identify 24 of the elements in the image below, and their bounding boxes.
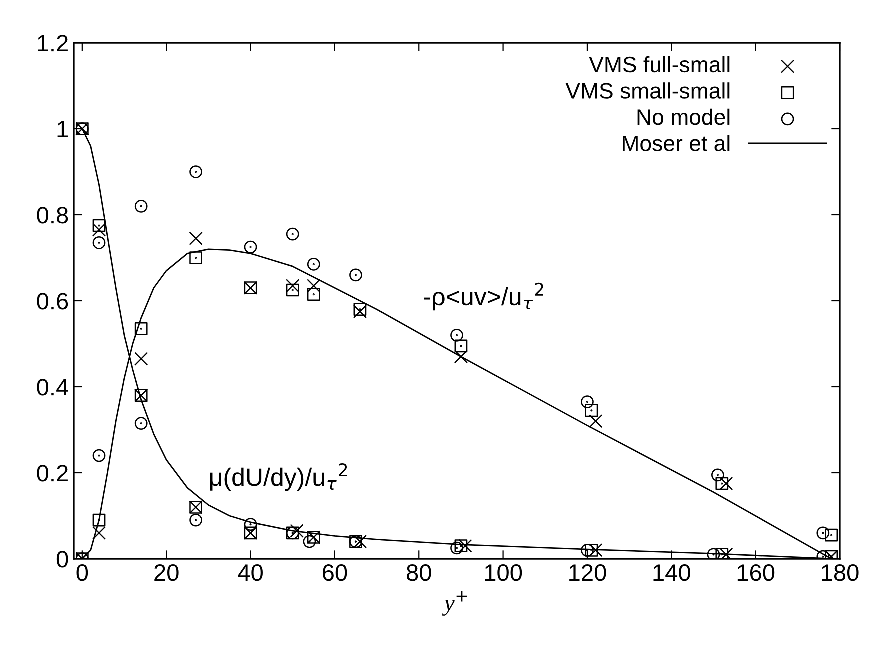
x-axis-title: y$^{+}$ bbox=[442, 591, 468, 616]
x-tick-label: 140 bbox=[654, 564, 690, 582]
x-tick-label: 100 bbox=[485, 564, 522, 582]
legend-label: VMS small-small bbox=[566, 82, 730, 99]
y-tick-label: 0.6 bbox=[37, 293, 68, 310]
y-tick-label: 0.4 bbox=[37, 379, 68, 396]
y-tick-label: 1.2 bbox=[38, 35, 68, 52]
x-tick-label: 20 bbox=[154, 564, 179, 582]
legend-label: Moser et al bbox=[623, 135, 730, 152]
y-tick-label: 0.8 bbox=[37, 207, 68, 224]
x-tick-label: 0 bbox=[76, 564, 88, 582]
y-tick-label: 0.2 bbox=[37, 465, 68, 482]
y-tick-label: 1 bbox=[58, 121, 68, 138]
legend-label: VMS full-small bbox=[589, 56, 730, 73]
y-tick-label: 0 bbox=[56, 551, 68, 568]
x-tick-label: 120 bbox=[570, 564, 606, 582]
annotation: μ(dU/dy)/u$_{τ}$$^{2}$ bbox=[210, 463, 348, 492]
annotation: -ρ<uv>/u$_{τ}$$^{2}$ bbox=[424, 282, 544, 311]
legend-label: No model bbox=[638, 108, 730, 126]
x-tick-label: 60 bbox=[323, 564, 348, 582]
x-tick-label: 80 bbox=[407, 564, 432, 582]
x-tick-label: 160 bbox=[738, 564, 775, 582]
x-tick-label: 40 bbox=[238, 564, 263, 582]
x-tick-label: 180 bbox=[822, 564, 859, 582]
